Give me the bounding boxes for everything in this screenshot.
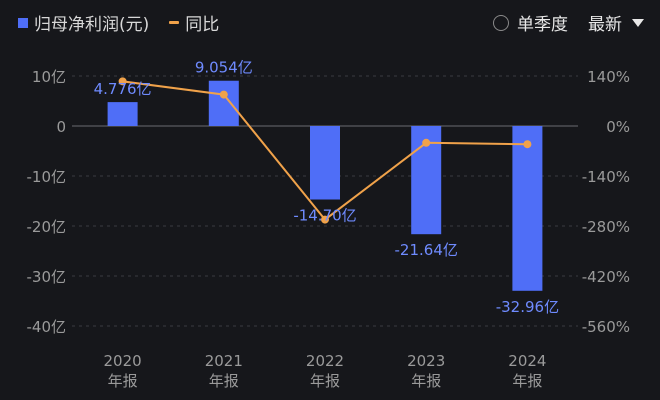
right-tick-label: 140%	[587, 68, 630, 86]
bar-value-label: 4.776亿	[94, 80, 152, 98]
bar-value-label: -21.64亿	[395, 241, 458, 259]
legend-bar-swatch	[18, 17, 28, 28]
x-tick-label: 2021 年报	[205, 352, 243, 390]
bar	[208, 80, 239, 126]
bar	[310, 126, 340, 200]
bar	[107, 102, 138, 126]
sort-dropdown-label[interactable]: 最新	[588, 15, 622, 35]
right-tick-label: 0%	[606, 118, 630, 136]
bar-value-label: 9.054亿	[195, 59, 253, 77]
chevron-down-icon[interactable]	[632, 18, 644, 27]
bar	[512, 126, 543, 291]
right-tick-label: -280%	[582, 218, 630, 236]
right-tick-label: -420%	[582, 268, 630, 286]
legend-item-net-profit[interactable]: 归母净利润(元)	[18, 10, 149, 35]
x-tick-label: 2022 年报	[306, 352, 344, 390]
left-tick-label: -20亿	[27, 218, 67, 236]
x-tick-label: 2024 年报	[508, 352, 546, 390]
legend-net-profit-label: 归母净利润(元)	[34, 15, 150, 35]
x-tick-label: 2020 年报	[104, 352, 142, 390]
left-tick-label: -10亿	[27, 168, 67, 186]
quarter-radio[interactable]	[493, 14, 509, 31]
right-tick-label: -560%	[582, 318, 630, 336]
legend-yoy-label: 同比	[185, 15, 220, 35]
yoy-point	[523, 140, 532, 149]
yoy-point	[321, 215, 329, 224]
bar-value-label: -14.70亿	[293, 207, 356, 225]
chart-legend: 归母净利润(元) 同比	[18, 10, 239, 35]
legend-line-swatch	[169, 21, 180, 24]
right-tick-label: -140%	[582, 168, 630, 186]
chart-controls: 单季度 最新	[493, 10, 644, 35]
left-tick-label: 10亿	[32, 68, 66, 86]
legend-item-yoy[interactable]: 同比	[169, 10, 219, 35]
quarter-label[interactable]: 单季度	[517, 15, 568, 35]
x-tick-label: 2023 年报	[407, 352, 445, 390]
left-tick-label: 0	[56, 118, 66, 136]
left-tick-label: -40亿	[27, 318, 67, 336]
yoy-point	[219, 90, 228, 99]
left-tick-label: -30亿	[27, 268, 67, 286]
bar-value-label: -32.96亿	[496, 298, 559, 316]
yoy-point	[422, 138, 431, 147]
yoy-point	[118, 77, 127, 86]
